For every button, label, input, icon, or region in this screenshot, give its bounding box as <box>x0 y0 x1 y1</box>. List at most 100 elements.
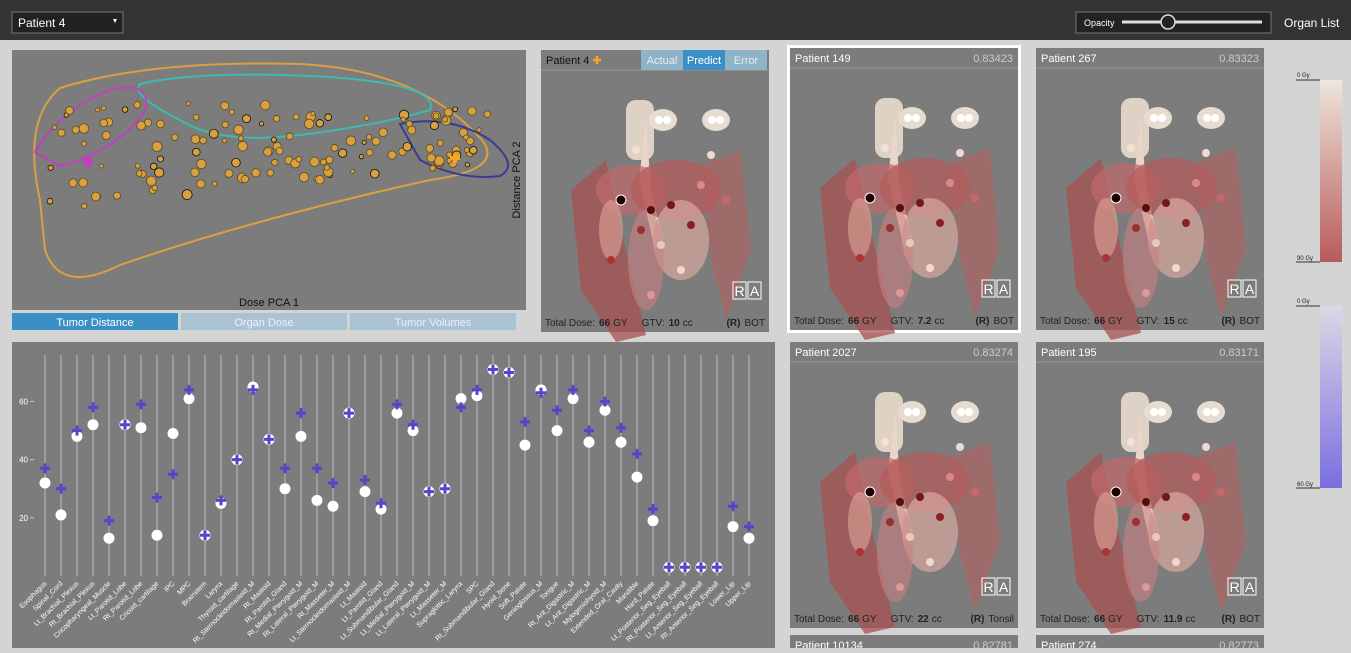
scatter-point <box>433 155 445 167</box>
predicted-dose <box>88 402 98 413</box>
panel-footer: Total Dose: 66 GY GTV: 11.9 cc <box>1040 614 1196 625</box>
predicted-dose <box>168 469 178 480</box>
patient-name: Patient 195 <box>1041 347 1097 359</box>
scatter-point <box>151 141 163 152</box>
scatter-point <box>358 154 365 160</box>
scatter-point <box>371 136 381 146</box>
scatter-point <box>240 175 250 184</box>
side: (R) <box>1222 614 1236 625</box>
predicted-dose <box>392 399 402 410</box>
predicted-dose <box>328 477 338 488</box>
predicted-dose <box>280 463 290 474</box>
predicted-dose <box>40 463 50 474</box>
scatter-point <box>432 112 440 120</box>
dose-chart: 204060EsophagusSpinal_CordLt_Brachial_Pl… <box>19 355 755 645</box>
orientation-box <box>732 281 747 300</box>
scatter-point <box>237 140 249 152</box>
tab-label: Tumor Distance <box>56 317 133 329</box>
predicted-dose <box>472 384 482 395</box>
scatter-point <box>350 168 356 174</box>
predicted-dose <box>360 475 370 486</box>
actual-dose <box>455 393 467 405</box>
predicted-dose <box>584 425 594 436</box>
footer-part: cc <box>1186 614 1196 625</box>
actual-dose <box>359 486 371 498</box>
legend-label: 0 Gy <box>1297 73 1310 79</box>
panel-footer: Total Dose: 66 GY GTV: 10 cc <box>545 318 693 329</box>
actual-dose <box>583 436 595 448</box>
actual-dose <box>167 428 179 440</box>
actual-dose <box>183 393 195 405</box>
organ-list-button[interactable]: Organ List <box>1284 16 1340 30</box>
scatter-point <box>135 170 143 177</box>
scatter-point <box>81 140 88 147</box>
scatter-panel <box>12 50 526 310</box>
footer-part: GTV: <box>1137 614 1160 625</box>
clusters <box>33 62 509 278</box>
scatter-point <box>199 136 208 145</box>
scatter-point <box>263 147 273 157</box>
scatter-point <box>400 116 406 122</box>
scatter-point <box>68 178 78 188</box>
scatter-point <box>315 119 324 128</box>
predicted-dose <box>72 425 82 436</box>
scatter-point <box>81 203 88 210</box>
side: (R) <box>1222 316 1236 327</box>
patient-name: Patient 4 <box>546 55 589 67</box>
scatter-point <box>196 158 207 170</box>
view-tab[interactable] <box>725 50 767 70</box>
legend-label: 90 Gy <box>1297 256 1313 262</box>
actual-dose <box>519 439 531 451</box>
actual-dose <box>55 509 67 521</box>
side: (R) <box>727 318 741 329</box>
opacity-label: Opacity <box>1084 18 1115 28</box>
scatter-point <box>272 115 281 123</box>
view-tab[interactable] <box>641 50 683 70</box>
predicted-dose <box>264 434 274 445</box>
orientation-label: A <box>1245 281 1255 297</box>
footer-part: GY <box>1108 614 1123 625</box>
predicted-dose <box>456 402 466 413</box>
scatter-point <box>101 105 107 111</box>
predicted-dose <box>664 562 674 573</box>
actual-dose <box>327 500 339 512</box>
tab-button[interactable] <box>181 313 347 330</box>
scatter-point <box>208 128 219 139</box>
scatter-point <box>157 155 164 163</box>
similarity-score: 0.82773 <box>1219 640 1259 648</box>
view-tab[interactable] <box>683 50 725 70</box>
predicted-dose <box>520 416 530 427</box>
patient-select[interactable] <box>11 11 124 34</box>
predicted-dose <box>312 463 322 474</box>
opacity-knob[interactable] <box>1160 14 1176 30</box>
scatter-point <box>366 148 374 157</box>
scatter-point <box>426 153 436 163</box>
similarity-score: 0.83274 <box>973 347 1013 359</box>
predicted-dose <box>728 501 738 512</box>
actual-dose <box>71 430 83 442</box>
scatter-point <box>91 191 101 202</box>
scatter-point <box>113 191 121 200</box>
scatter-point <box>266 169 275 177</box>
scatter-point <box>181 189 193 201</box>
predicted-dose <box>648 504 658 515</box>
tab-button[interactable] <box>350 313 516 330</box>
scatter-point <box>361 139 367 145</box>
orientation-label: R <box>1229 579 1239 595</box>
scatter-point <box>325 155 334 164</box>
scatter-point <box>323 164 331 171</box>
footer-part: Total Dose: <box>794 316 844 327</box>
footer-part: 66 <box>1094 316 1106 327</box>
predicted-dose <box>376 498 386 509</box>
select-arrow <box>113 19 117 23</box>
legend-label: 60 Gy <box>1297 482 1313 488</box>
tab-button[interactable] <box>12 313 178 330</box>
actual-dose <box>279 483 291 495</box>
predicted-dose <box>696 562 706 573</box>
actual-dose <box>407 425 419 437</box>
predicted-dose <box>440 483 450 494</box>
scatter-point <box>369 168 380 179</box>
panel-site: (R) BOT <box>976 316 1014 327</box>
orientation-box <box>981 577 996 596</box>
